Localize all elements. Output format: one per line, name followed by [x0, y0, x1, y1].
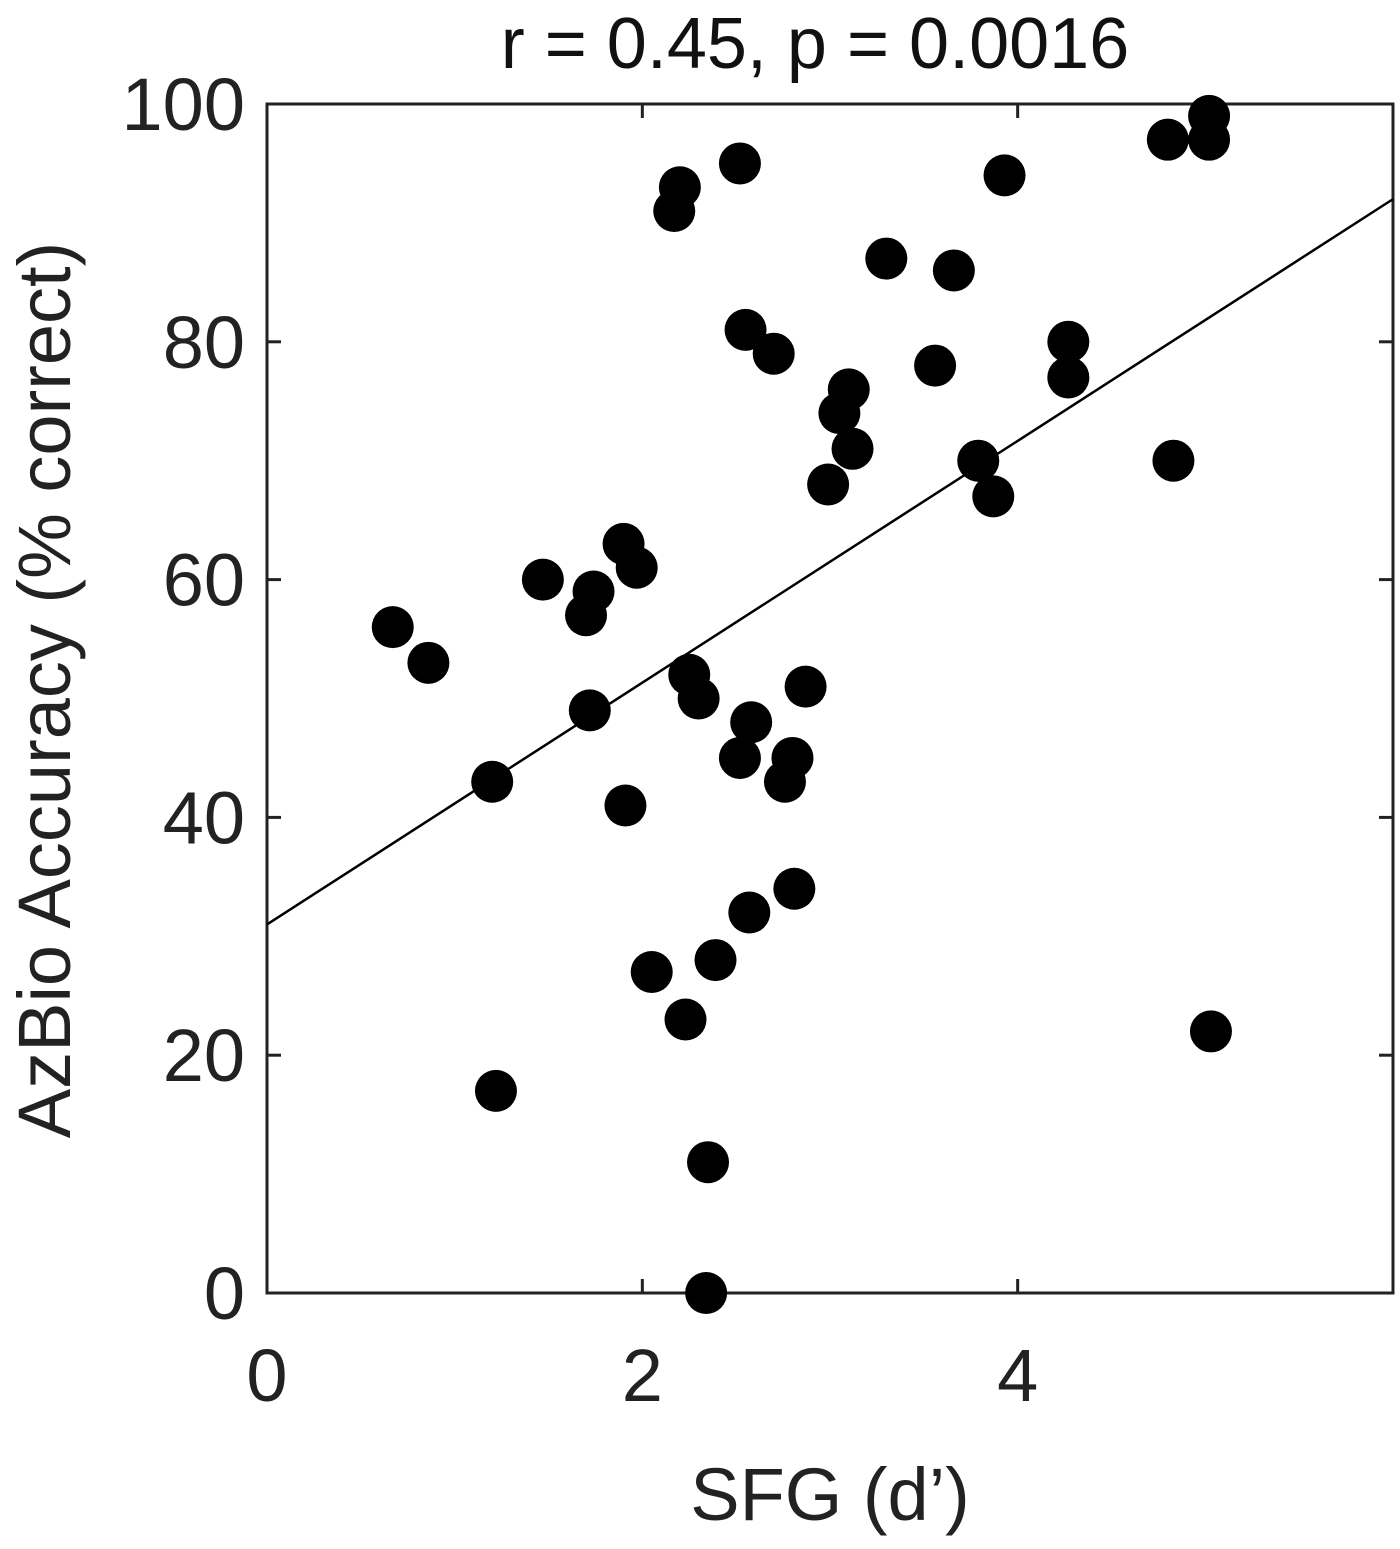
data-point	[572, 570, 615, 613]
data-point	[630, 950, 673, 993]
data-point	[865, 237, 908, 280]
y-tick-label: 100	[122, 63, 245, 146]
data-point	[1146, 118, 1189, 161]
data-point	[1047, 356, 1090, 399]
x-tick-label: 2	[622, 1334, 663, 1417]
data-point	[658, 166, 701, 209]
data-point	[1152, 439, 1195, 482]
data-point	[474, 1069, 517, 1112]
data-point	[718, 736, 761, 779]
plot-area-border	[265, 102, 1395, 1295]
regression-line-group	[266, 198, 1394, 926]
data-point	[718, 142, 761, 185]
data-point	[568, 689, 611, 732]
data-point	[914, 344, 957, 387]
data-point	[471, 760, 514, 803]
data-point	[728, 891, 771, 934]
data-point	[730, 701, 773, 744]
y-tick-label: 0	[204, 1252, 245, 1335]
data-point	[773, 867, 816, 910]
x-tick-label: 4	[997, 1334, 1038, 1417]
data-point	[957, 439, 1000, 482]
data-point	[664, 998, 707, 1041]
data-point	[687, 1141, 730, 1184]
x-axis-ticks: 0 2 4	[246, 104, 1038, 1417]
y-tick-label: 60	[163, 539, 245, 622]
data-point	[724, 308, 767, 351]
y-axis-label: AzBio Accuracy (% correct)	[3, 242, 86, 1138]
regression-line	[266, 198, 1394, 926]
data-point	[521, 558, 564, 601]
y-axis-ticks: 0 20 40 60 80 100	[122, 63, 1393, 1335]
data-point	[677, 677, 720, 720]
data-point	[932, 249, 975, 292]
data-point	[1188, 118, 1231, 161]
data-point	[685, 1272, 728, 1314]
data-point	[972, 475, 1015, 518]
data-point	[615, 546, 658, 589]
data-point	[827, 368, 870, 411]
data-point	[407, 641, 450, 684]
data-point	[752, 332, 795, 375]
data-point	[807, 463, 850, 506]
x-axis-label: SFG (d’)	[690, 1453, 970, 1536]
data-point	[1189, 1010, 1232, 1053]
y-tick-label: 40	[163, 776, 245, 859]
plot-frame	[265, 102, 1395, 1295]
data-point	[604, 784, 647, 827]
data-point	[1047, 320, 1090, 363]
data-point	[694, 939, 737, 982]
data-points	[371, 94, 1232, 1314]
data-point	[771, 736, 814, 779]
data-point	[371, 606, 414, 649]
x-tick-label: 0	[246, 1334, 287, 1417]
chart-title: r = 0.45, p = 0.0016	[501, 4, 1130, 84]
data-point	[784, 665, 827, 708]
y-tick-label: 20	[163, 1014, 245, 1097]
y-tick-label: 80	[163, 301, 245, 384]
data-point	[983, 154, 1026, 197]
data-point	[831, 427, 874, 470]
